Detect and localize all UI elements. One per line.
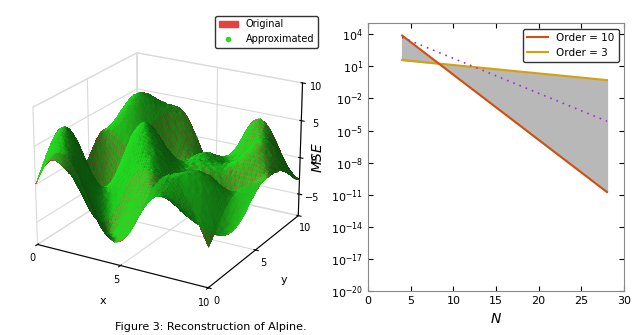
Y-axis label: $MSE$: $MSE$ bbox=[311, 142, 325, 173]
Text: Figure 3: Reconstruction of Alpine.: Figure 3: Reconstruction of Alpine. bbox=[115, 322, 307, 332]
X-axis label: x: x bbox=[100, 296, 106, 306]
Legend: Original, Approximated: Original, Approximated bbox=[215, 16, 318, 48]
X-axis label: $N$: $N$ bbox=[490, 312, 502, 326]
Y-axis label: y: y bbox=[281, 274, 288, 284]
Legend: Order = 10, Order = 3: Order = 10, Order = 3 bbox=[523, 29, 619, 62]
